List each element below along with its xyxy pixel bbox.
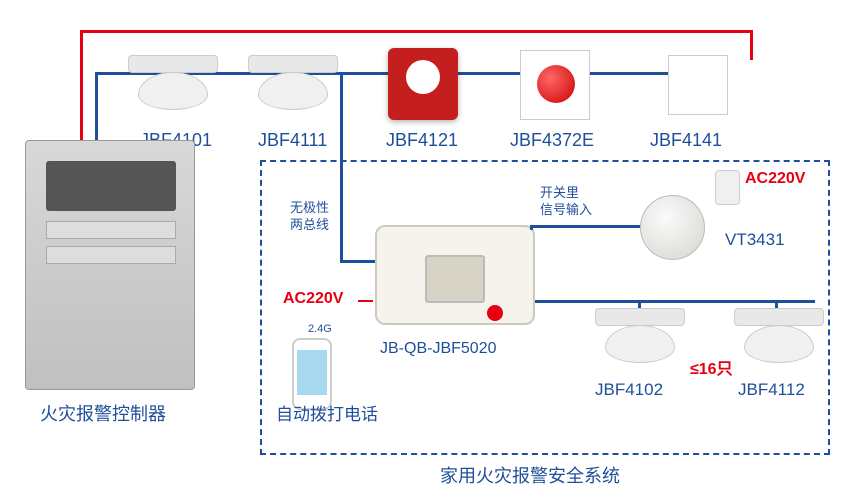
label-jbf4111: JBF4111: [258, 130, 327, 151]
detector-jbf4112: [734, 308, 824, 363]
lower-bus: [535, 300, 815, 303]
bus-line-label: 无极性 两总线: [290, 200, 329, 234]
ac-label-panel: AC220V: [283, 290, 343, 308]
phone-label: 自动拨打电话: [276, 400, 378, 425]
gas-model-label: VT3431: [725, 230, 785, 250]
detector-jbf4111: [248, 55, 338, 110]
det1-label: JBF4102: [595, 380, 663, 400]
callpoint-jbf4121: [388, 48, 458, 120]
detector-jbf4101: [128, 55, 218, 110]
label-jbf4372e: JBF4372E: [510, 130, 594, 151]
module-jbf4141: [668, 55, 728, 115]
fire-controller-cabinet: [25, 140, 195, 390]
label-jbf4141: JBF4141: [650, 130, 722, 151]
home-panel-jbf5020: [375, 225, 535, 325]
power-plug: [715, 170, 740, 205]
detector-jbf4102: [595, 308, 685, 363]
ac-label-gas: AC220V: [745, 170, 805, 188]
red-line-top: [80, 30, 750, 33]
limit-label: ≤16只: [690, 355, 733, 379]
sig-horiz: [530, 225, 650, 228]
red-line-right-drop: [750, 30, 753, 60]
label-jbf4121: JBF4121: [386, 130, 458, 151]
siren-jbf4372e: [520, 50, 590, 120]
det2-label: JBF4112: [738, 380, 805, 400]
gas-detector-vt3431: [640, 195, 705, 260]
home-system-title: 家用火灾报警安全系统: [440, 462, 620, 488]
red-line-left: [80, 30, 83, 150]
ac-tick: [358, 300, 373, 302]
controller-label: 火灾报警控制器: [40, 400, 166, 426]
signal-input-label: 开关里 信号输入: [540, 185, 592, 219]
wireless-label: 2.4G: [308, 323, 332, 335]
panel-model-label: JB-QB-JBF5020: [380, 340, 496, 358]
